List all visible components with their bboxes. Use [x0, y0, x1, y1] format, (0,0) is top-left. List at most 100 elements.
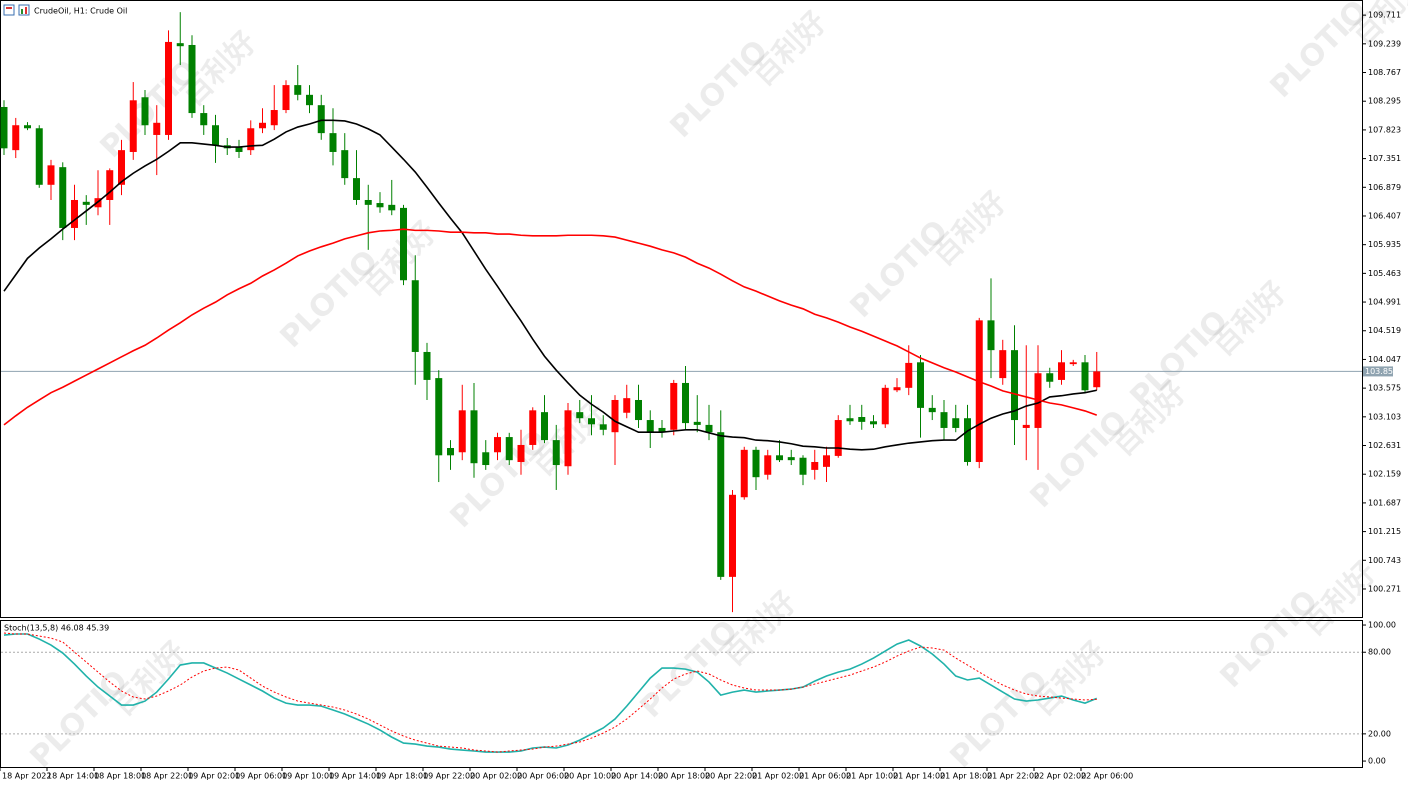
candle-body: [1011, 350, 1018, 421]
menu-icon-line: [6, 7, 12, 9]
x-tick-label: 20 Apr 06:00: [517, 772, 569, 781]
candle-body: [599, 424, 607, 430]
y-tick-label: 103.575: [1368, 384, 1401, 393]
candle-body: [529, 410, 537, 445]
y-tick-label: 102.631: [1368, 441, 1401, 450]
candle-body: [541, 412, 548, 441]
y-tick-label: 106.879: [1368, 183, 1401, 192]
candle-body: [247, 128, 255, 151]
y-tick-label: 102.159: [1368, 470, 1401, 479]
chart-icon-bar: [25, 7, 27, 14]
x-tick-label: 19 Apr 14:00: [329, 772, 381, 781]
candle-body: [458, 410, 466, 453]
candle-body: [858, 417, 866, 422]
candle-body: [423, 351, 431, 380]
candle-body: [1069, 362, 1077, 365]
y-tick-label: 0.00: [1368, 757, 1386, 766]
y-tick-label: 20.00: [1368, 729, 1391, 738]
x-tick-label: 20 Apr 18:00: [658, 772, 710, 781]
x-tick-label: 19 Apr 22:00: [423, 772, 475, 781]
x-tick-label: 22 Apr 06:00: [1081, 772, 1133, 781]
candle-body: [353, 178, 360, 200]
y-tick-label: 100.271: [1368, 584, 1401, 593]
y-tick-label: 106.407: [1368, 211, 1401, 220]
candle-body: [12, 125, 20, 151]
candle-body: [846, 418, 854, 422]
candle-body: [447, 448, 454, 456]
candle-body: [764, 455, 772, 475]
candle-body: [282, 85, 290, 111]
x-tick-label: 20 Apr 02:00: [470, 772, 522, 781]
candle-body: [588, 418, 595, 425]
candle-body: [870, 421, 877, 425]
candle-body: [693, 421, 701, 425]
candle-body: [329, 133, 337, 152]
candle-body: [24, 125, 31, 129]
candle-body: [364, 199, 372, 205]
candle-body: [106, 170, 114, 200]
y-tick-label: 103.103: [1368, 412, 1401, 421]
candle-body: [552, 440, 560, 466]
candle-body: [729, 494, 736, 577]
x-tick-label: 21 Apr 18:00: [940, 772, 992, 781]
stoch-title: Stoch(13,5,8) 46.08 45.39: [4, 624, 109, 633]
indicator-line: [3, 633, 1098, 753]
x-tick-label: 21 Apr 02:00: [752, 772, 804, 781]
candle-body: [799, 457, 807, 475]
candle-body: [376, 203, 384, 208]
candle-body: [118, 150, 125, 185]
price-panel: [0, 0, 1363, 618]
indicator-line: [3, 119, 1097, 451]
chart-icon-bar: [21, 9, 23, 14]
candle-body: [294, 85, 302, 95]
candle-body: [259, 122, 266, 129]
candle-body: [129, 100, 137, 152]
x-tick-label: 20 Apr 22:00: [705, 772, 757, 781]
candle-body: [1081, 362, 1089, 391]
candle-body: [975, 320, 983, 462]
candle-body: [682, 382, 689, 424]
chart-icon[interactable]: [18, 4, 30, 16]
y-tick-label: 80.00: [1368, 648, 1391, 657]
candle-body: [0, 106, 8, 149]
candle-body: [658, 427, 666, 433]
current-price-label: 103.850: [1365, 367, 1398, 376]
candle-body: [964, 418, 971, 462]
y-tick-label: 100.743: [1368, 556, 1401, 565]
x-tick-label: 18 Apr 2022: [2, 772, 51, 781]
x-tick-label: 22 Apr 02:00: [1034, 772, 1086, 781]
candle-body: [928, 407, 936, 413]
candle-body: [999, 350, 1007, 379]
candle-body: [494, 437, 501, 453]
candle-body: [987, 320, 995, 351]
menu-icon[interactable]: [3, 4, 15, 16]
x-tick-label: 21 Apr 06:00: [799, 772, 851, 781]
y-tick-label: 109.711: [1368, 11, 1401, 20]
candle-body: [212, 125, 219, 146]
candle-body: [576, 412, 584, 419]
candle-body: [306, 94, 313, 106]
x-tick-label: 19 Apr 10:00: [282, 772, 334, 781]
x-tick-label: 18 Apr 22:00: [141, 772, 193, 781]
candle-body: [59, 167, 67, 228]
x-tick-label: 19 Apr 18:00: [376, 772, 428, 781]
x-tick-label: 21 Apr 10:00: [846, 772, 898, 781]
candle-body: [940, 412, 948, 428]
candle-body: [165, 41, 172, 135]
candle-body: [517, 444, 525, 462]
y-tick-label: 104.991: [1368, 298, 1401, 307]
candle-body: [176, 43, 184, 47]
x-tick-label: 19 Apr 06:00: [235, 772, 287, 781]
y-tick-label: 107.823: [1368, 125, 1401, 134]
candle-body: [200, 113, 208, 126]
candle-body: [82, 201, 90, 205]
y-tick-label: 101.687: [1368, 498, 1401, 507]
candle-body: [787, 457, 795, 461]
y-tick-label: 105.935: [1368, 240, 1401, 249]
candle-body: [611, 399, 619, 433]
candle-body: [823, 455, 830, 467]
candle-body: [188, 44, 196, 114]
candle-body: [646, 420, 654, 433]
